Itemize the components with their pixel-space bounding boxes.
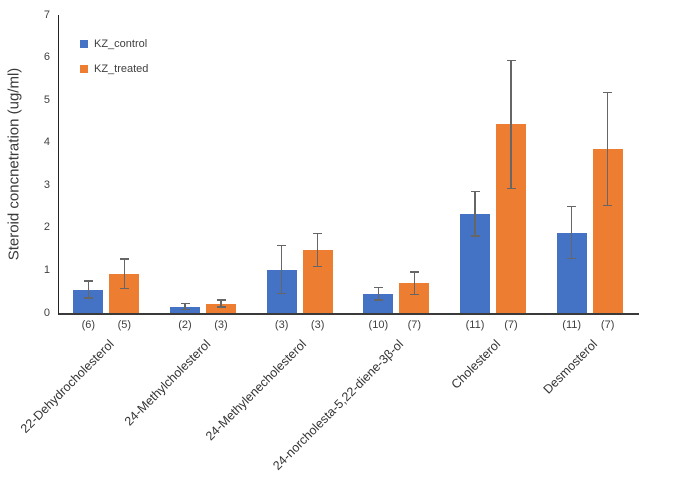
error-bar-line	[220, 300, 222, 308]
legend-label: KZ_treated	[94, 63, 149, 75]
y-tick-label: 4	[43, 136, 50, 149]
error-bar-cap	[567, 257, 577, 260]
error-bar-cap	[119, 258, 129, 260]
sample-size-label: (11)	[465, 319, 485, 331]
error-bar-cap	[277, 292, 287, 295]
error-bar-cap	[603, 204, 613, 207]
sample-size-label: (6)	[81, 319, 96, 331]
y-tick-label: 5	[43, 93, 50, 106]
sample-size-label: (11)	[562, 319, 582, 331]
legend-label: KZ_control	[94, 38, 148, 50]
error-bar-cap	[83, 297, 93, 299]
sample-size-label: (5)	[117, 319, 132, 331]
error-bar-cap	[373, 299, 383, 301]
error-bar-cap	[180, 308, 190, 311]
x-category-label: 22-Dehydrocholesterol	[17, 337, 117, 436]
bar-KZ_control-3	[363, 293, 394, 313]
error-bar-line	[87, 281, 90, 299]
legend-swatch-icon	[80, 65, 88, 73]
sample-size-label: (7)	[600, 319, 615, 331]
legend: KZ_control KZ_treated	[80, 38, 148, 88]
error-bar-cap	[409, 271, 419, 273]
error-bar-line	[377, 287, 380, 301]
error-bar-cap	[180, 302, 190, 305]
error-bar-cap	[313, 232, 323, 235]
y-tick-label: 1	[43, 263, 50, 276]
error-bar-cap	[506, 59, 516, 62]
y-tick-label: 6	[43, 51, 50, 64]
legend-swatch-icon	[80, 40, 88, 48]
error-bar-line	[510, 60, 512, 189]
error-bar-line	[184, 303, 186, 310]
x-category-label: 24-Methylcholesterol	[121, 337, 213, 429]
sample-size-label: (3)	[274, 319, 289, 331]
sample-size-label: (3)	[310, 319, 325, 331]
plot-area	[58, 15, 639, 315]
error-bar-cap	[313, 265, 323, 268]
legend-entry-KZ_treated: KZ_treated	[80, 63, 148, 75]
error-bar-line	[474, 191, 476, 236]
error-bar-line	[123, 258, 126, 289]
error-bar-line	[280, 245, 283, 294]
error-bar-cap	[83, 280, 93, 282]
error-bar-cap	[470, 235, 480, 237]
error-bar-cap	[603, 91, 613, 94]
error-bar-line	[570, 206, 573, 259]
error-bar-line	[316, 233, 319, 267]
error-bar-line	[606, 92, 609, 206]
sample-size-label: (7)	[504, 319, 518, 331]
sample-size-label: (3)	[214, 319, 228, 331]
error-bar-cap	[277, 244, 287, 247]
y-tick-label: 3	[43, 178, 50, 191]
bar-KZ_control-0	[73, 289, 104, 313]
sample-size-label: (10)	[368, 319, 389, 331]
sample-size-label: (2)	[178, 319, 192, 331]
sample-size-label: (7)	[407, 319, 422, 331]
error-bar-cap	[567, 205, 577, 208]
x-category-label: 24-Methylenecholesterol	[203, 337, 310, 444]
error-bar-cap	[216, 299, 226, 301]
error-bar-cap	[506, 187, 516, 190]
error-bar-cap	[409, 293, 419, 296]
y-tick-label: 0	[43, 306, 50, 319]
y-tick-label: 7	[43, 8, 50, 21]
y-tick-label: 2	[43, 221, 50, 234]
legend-entry-KZ_control: KZ_control	[80, 38, 148, 50]
error-bar-cap	[119, 287, 129, 290]
x-category-label: Desmosterol	[540, 337, 600, 397]
x-category-label: Cholesterol	[448, 337, 503, 392]
error-bar-cap	[373, 286, 383, 289]
error-bar-cap	[470, 190, 480, 193]
error-bar-cap	[216, 306, 226, 308]
error-bar-line	[413, 272, 416, 295]
bar-KZ_treated-1	[206, 303, 236, 313]
